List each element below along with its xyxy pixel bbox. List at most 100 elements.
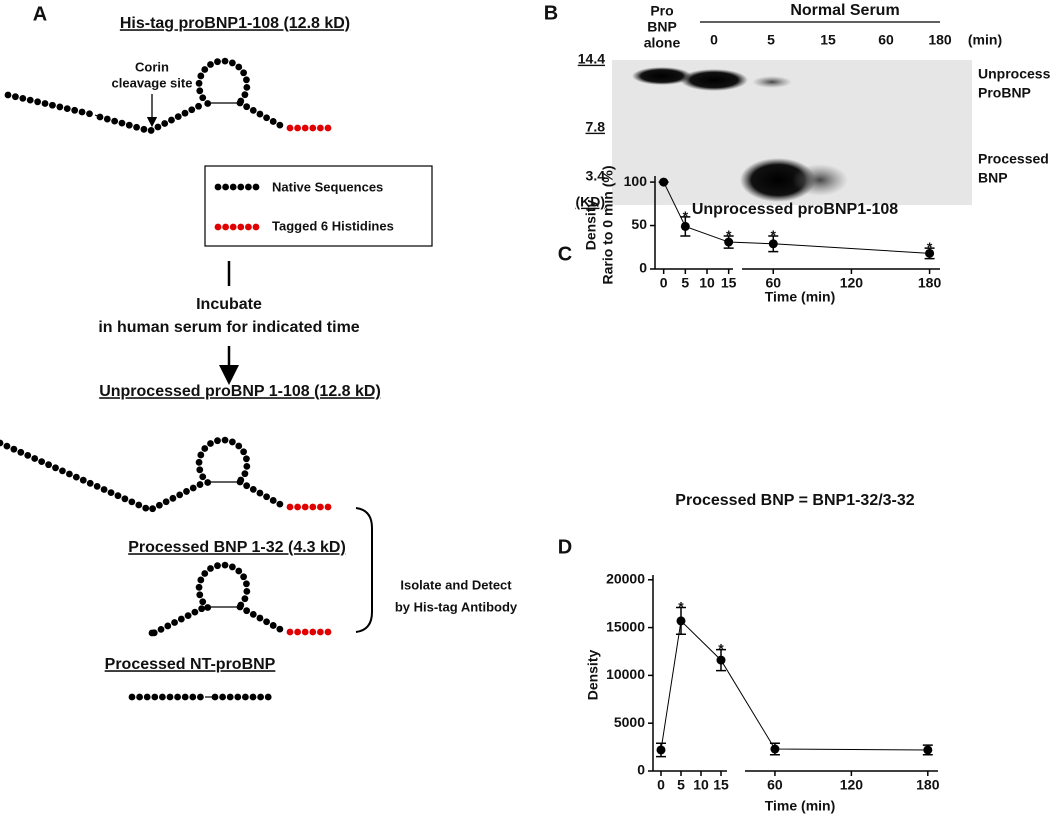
product-label: Processed BNP 1-32 (4.3 kD) — [128, 539, 346, 556]
bead — [245, 183, 252, 191]
bead — [140, 125, 148, 133]
bead — [34, 98, 42, 106]
bead — [252, 223, 260, 231]
bead — [12, 93, 19, 101]
bead — [199, 598, 207, 606]
bead — [93, 482, 101, 490]
data-point — [770, 744, 780, 754]
bead — [188, 106, 196, 114]
bead — [229, 223, 237, 231]
bead — [41, 100, 49, 107]
bead — [159, 693, 166, 701]
significance-marker: * — [678, 599, 684, 615]
bead — [235, 442, 243, 450]
bead — [243, 482, 251, 490]
bead — [4, 91, 12, 99]
lane-label: alone — [644, 35, 681, 51]
bead — [269, 622, 277, 629]
bead — [79, 476, 87, 484]
bead — [236, 99, 244, 107]
bead — [286, 628, 294, 636]
bead — [241, 470, 249, 478]
bead — [228, 563, 236, 571]
bead — [269, 118, 277, 125]
bead — [149, 505, 156, 513]
bead — [236, 603, 244, 611]
band-label: ProBNP — [978, 85, 1031, 101]
bead — [228, 59, 236, 67]
bead — [309, 124, 317, 132]
bead — [241, 91, 249, 99]
bead — [184, 612, 192, 619]
x-tick-label: 10 — [693, 777, 709, 793]
x-tick-label: 10 — [699, 275, 715, 291]
x-tick-label: 120 — [840, 777, 864, 793]
bead — [229, 183, 237, 191]
chart-title: Unprocessed proBNP1-108 — [692, 201, 898, 218]
bead — [207, 565, 214, 572]
bead-chains — [0, 57, 332, 701]
bead — [161, 120, 169, 127]
bead — [249, 610, 257, 618]
bead — [207, 61, 214, 68]
bead — [136, 693, 144, 701]
detection-text: Isolate and Detect — [400, 577, 512, 592]
group-label: Normal Serum — [790, 2, 899, 19]
bead — [171, 619, 178, 626]
bead — [221, 436, 229, 444]
bead — [226, 693, 234, 701]
x-tick-label: 0 — [660, 275, 668, 291]
y-axis-title: Density — [585, 650, 601, 701]
band-label: Unprocessed — [978, 66, 1050, 82]
bead — [111, 117, 119, 125]
bead — [128, 498, 136, 506]
y-tick-label: 100 — [624, 173, 648, 189]
bead — [294, 124, 301, 132]
bead — [236, 478, 244, 486]
x-axis-title: Time (min) — [765, 289, 836, 305]
bead — [204, 479, 212, 486]
bead — [301, 503, 309, 511]
y-tick-label: 0 — [639, 260, 647, 276]
bead — [221, 57, 229, 65]
bead — [207, 440, 214, 447]
data-point — [676, 616, 686, 626]
data-point — [768, 239, 778, 249]
bead — [214, 223, 222, 231]
bead — [195, 102, 202, 110]
bead — [49, 101, 56, 109]
bead — [100, 486, 108, 493]
bead — [3, 442, 11, 450]
significance-marker: * — [718, 641, 724, 657]
bead — [204, 604, 212, 611]
bead — [197, 576, 205, 584]
blot-band — [680, 69, 748, 91]
data-point — [923, 745, 933, 755]
y-axis-title: Density — [583, 200, 599, 251]
bead — [243, 462, 251, 470]
bead — [183, 488, 190, 495]
lane-label: 180 — [928, 32, 952, 48]
bead — [154, 123, 162, 131]
blot-band — [740, 158, 816, 202]
bead — [241, 595, 249, 603]
bead — [243, 580, 250, 588]
bead — [237, 183, 245, 191]
bead — [324, 124, 332, 132]
y-axis-title: Rario to 0 min (%) — [600, 165, 616, 284]
bead — [10, 445, 18, 453]
bead — [128, 693, 136, 701]
bead — [235, 63, 243, 71]
bead — [245, 223, 252, 231]
bead — [286, 124, 294, 132]
bead — [189, 484, 197, 492]
bead — [263, 618, 270, 626]
chart-title: Processed BNP = BNP1-32/3-32 — [675, 492, 914, 509]
bead — [324, 503, 332, 511]
bead — [181, 693, 189, 701]
bead — [317, 628, 324, 636]
bead — [199, 473, 207, 481]
bead — [257, 693, 264, 701]
bead — [103, 115, 111, 123]
